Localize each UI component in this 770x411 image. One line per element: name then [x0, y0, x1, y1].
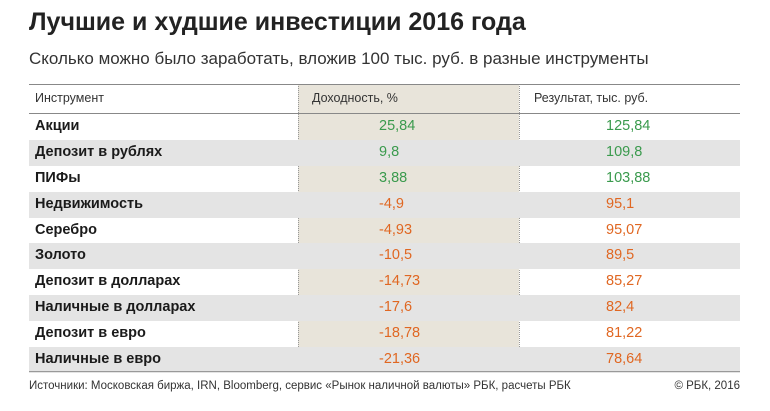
chart-title: Лучшие и худшие инвестиции 2016 года [29, 8, 526, 36]
result-value: 109,8 [606, 143, 643, 160]
table-row: Депозит в долларах -14,73 85,27 [29, 269, 740, 295]
result-value: 95,1 [606, 195, 635, 212]
header-yield: Доходность, % [312, 91, 398, 105]
result-value: 85,27 [606, 273, 643, 290]
yield-value: 3,88 [379, 169, 408, 186]
table-row: Депозит в рублях 9,8 109,8 [29, 139, 740, 166]
result-value: 78,64 [606, 351, 643, 368]
table-row: Наличные в долларах -17,6 82,4 [29, 295, 740, 322]
copyright: © РБК, 2016 [674, 380, 740, 392]
result-value: 81,22 [606, 325, 643, 342]
result-value: 82,4 [606, 299, 635, 316]
result-value: 125,84 [606, 118, 651, 134]
yield-column-highlight [298, 84, 519, 371]
table-row: ПИФы 3,88 103,88 [29, 166, 740, 192]
instrument-name: Наличные в евро [35, 351, 161, 368]
column-divider [519, 84, 520, 371]
instrument-name: Депозит в евро [35, 325, 146, 342]
instrument-name: Недвижимость [35, 195, 144, 212]
table-row: Недвижимость -4,9 95,1 [29, 191, 740, 218]
yield-value: 25,84 [379, 118, 416, 134]
investments-table: Инструмент Доходность, % Результат, тыс.… [29, 84, 740, 373]
result-value: 103,88 [606, 169, 651, 186]
yield-value: -4,9 [379, 195, 404, 212]
header-instrument: Инструмент [35, 91, 104, 105]
footer-divider [29, 371, 740, 372]
table-body: Акции 25,84 125,84 Депозит в рублях 9,8 109,8… [29, 114, 740, 373]
yield-value: -18,78 [379, 325, 421, 342]
table-row: Наличные в евро -21,36 78,64 [29, 347, 740, 373]
source-note: Источники: Московская биржа, IRN, Bloomb… [29, 380, 571, 392]
result-value: 95,07 [606, 221, 643, 238]
instrument-name: Депозит в долларах [35, 273, 181, 290]
instrument-name: Золото [35, 247, 86, 264]
yield-value: -14,73 [379, 273, 421, 290]
instrument-name: Депозит в рублях [35, 143, 163, 160]
instrument-name: ПИФы [35, 169, 81, 186]
yield-value: -21,36 [379, 351, 421, 368]
result-value: 89,5 [606, 247, 635, 264]
yield-value: -17,6 [379, 299, 413, 316]
table-row: Золото -10,5 89,5 [29, 243, 740, 270]
column-divider [298, 84, 299, 371]
header-result: Результат, тыс. руб. [534, 91, 649, 105]
instrument-name: Наличные в долларах [35, 299, 196, 316]
table-row: Акции 25,84 125,84 [29, 114, 740, 140]
instrument-name: Акции [35, 118, 80, 134]
table-row: Серебро -4,93 95,07 [29, 218, 740, 244]
chart-subtitle: Сколько можно было заработать, вложив 10… [29, 49, 649, 68]
instrument-name: Серебро [35, 221, 97, 238]
yield-value: -4,93 [379, 221, 413, 238]
yield-value: -10,5 [379, 247, 413, 264]
yield-value: 9,8 [379, 143, 400, 160]
table-header: Инструмент Доходность, % Результат, тыс.… [29, 84, 740, 114]
table-row: Депозит в евро -18,78 81,22 [29, 321, 740, 347]
